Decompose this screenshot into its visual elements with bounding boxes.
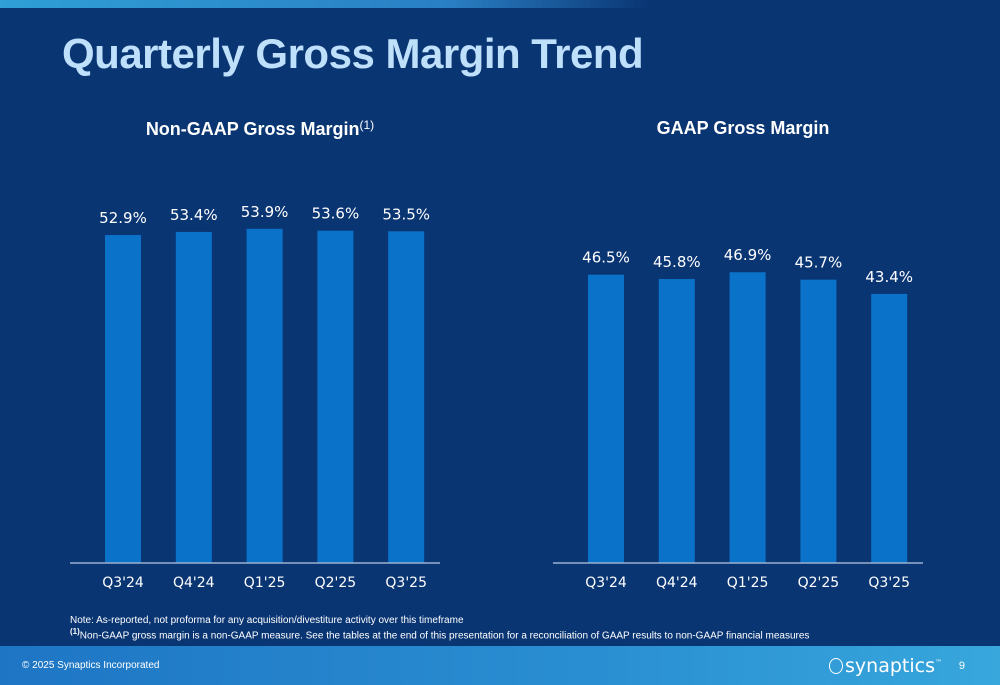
bar bbox=[175, 231, 212, 564]
bar bbox=[388, 231, 425, 564]
bar bbox=[658, 279, 695, 563]
chart-title-footnote-marker: (1) bbox=[359, 118, 375, 132]
bar bbox=[588, 274, 624, 563]
footnotes: Note: As-reported, not proforma for any … bbox=[70, 615, 809, 641]
bar bbox=[800, 279, 837, 563]
x-tick-label: Q3'25 bbox=[385, 575, 427, 591]
x-tick-label: Q1'25 bbox=[727, 575, 769, 591]
x-tick-label: Q2'25 bbox=[798, 575, 840, 591]
data-label: 53.9% bbox=[241, 203, 289, 221]
x-tick-label: Q2'25 bbox=[315, 575, 357, 591]
data-label: 45.8% bbox=[653, 253, 701, 271]
data-label: 46.9% bbox=[724, 246, 772, 264]
bar bbox=[871, 293, 908, 563]
data-label: 46.5% bbox=[582, 249, 630, 267]
page-title: Quarterly Gross Margin Trend bbox=[62, 30, 644, 77]
bar bbox=[729, 272, 766, 563]
chart-title: GAAP Gross Margin bbox=[553, 118, 933, 139]
x-tick-label: Q4'24 bbox=[656, 575, 698, 591]
synaptics-logo-icon bbox=[829, 658, 844, 674]
note-line: Note: As-reported, not proforma for any … bbox=[70, 615, 464, 626]
footnote-line: (1)Non-GAAP gross margin is a non-GAAP m… bbox=[70, 626, 809, 641]
data-label: 53.6% bbox=[312, 205, 360, 223]
gaap-plot: 46.5% Q3'24 45.8% Q4'24 46.9% Q1'25 45.7% Q2'25… bbox=[553, 246, 923, 591]
x-tick-label: Q3'24 bbox=[102, 575, 144, 591]
bar bbox=[246, 228, 283, 563]
data-label: 53.4% bbox=[170, 206, 218, 224]
bar bbox=[317, 230, 354, 563]
brand-logo: synaptics™ bbox=[829, 655, 942, 677]
x-tick-label: Q3'24 bbox=[585, 575, 627, 591]
data-label: 43.4% bbox=[865, 268, 913, 286]
chart-title-text: Non-GAAP Gross Margin bbox=[145, 119, 360, 139]
data-label: 45.7% bbox=[795, 254, 843, 272]
chart-title: Non-GAAP Gross Margin(1) bbox=[70, 118, 450, 140]
data-label: 52.9% bbox=[99, 209, 147, 227]
non-gaap-plot: 52.9% Q3'24 53.4% Q4'24 53.9% Q1'25 53.6% Q2'25… bbox=[70, 203, 440, 591]
footnote-text: Non-GAAP gross margin is a non-GAAP meas… bbox=[79, 630, 810, 642]
x-tick-label: Q3'25 bbox=[868, 575, 910, 591]
page-number: 9 bbox=[958, 660, 965, 672]
chart-title-text: GAAP Gross Margin bbox=[656, 118, 830, 138]
top-accent-bar bbox=[0, 0, 1000, 8]
copyright: © 2025 Synaptics Incorporated bbox=[22, 660, 160, 671]
x-tick-label: Q4'24 bbox=[173, 575, 215, 591]
trademark-mark: ™ bbox=[935, 658, 942, 667]
footer-bar: © 2025 Synaptics Incorporated synaptics™… bbox=[0, 646, 1000, 685]
x-tick-label: Q1'25 bbox=[244, 575, 286, 591]
bar bbox=[105, 235, 141, 563]
footnote-marker: (1) bbox=[70, 627, 80, 636]
data-label: 53.5% bbox=[382, 205, 430, 223]
brand-name: synaptics bbox=[845, 655, 935, 677]
